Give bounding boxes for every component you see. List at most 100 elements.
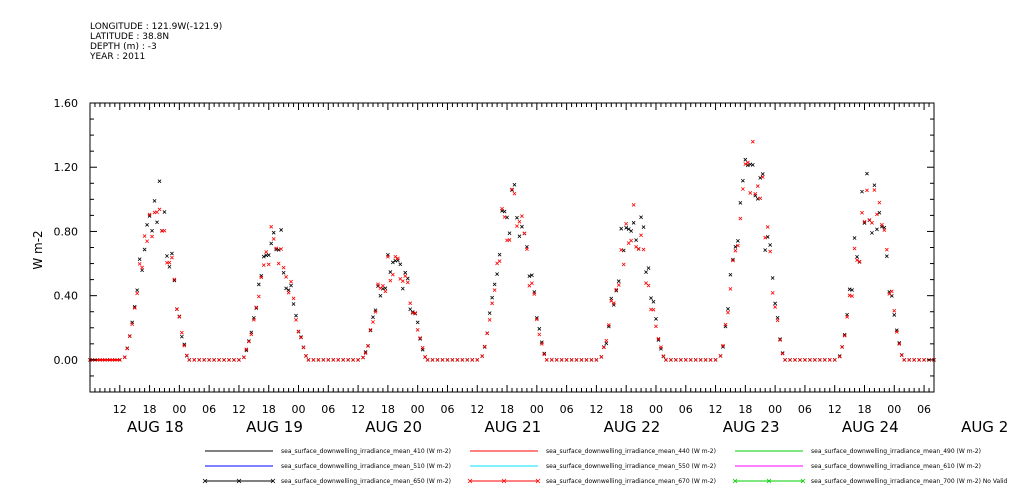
series-marker-8 bbox=[763, 235, 768, 240]
series-marker-7 bbox=[261, 254, 266, 259]
series-marker-7 bbox=[855, 254, 859, 259]
series-marker-8 bbox=[855, 258, 859, 263]
series-marker-8 bbox=[157, 207, 162, 212]
series-marker-8 bbox=[435, 358, 440, 362]
series-marker-7 bbox=[780, 351, 785, 355]
series-marker-7 bbox=[860, 189, 864, 194]
series-marker-8 bbox=[281, 265, 286, 270]
series-marker-7 bbox=[656, 338, 661, 342]
series-marker-8 bbox=[291, 296, 296, 301]
legend-entry-label: sea_surface_downwelling_irradiance_mean_… bbox=[546, 448, 716, 455]
series-marker-8 bbox=[170, 255, 174, 260]
series-marker-7 bbox=[289, 283, 293, 288]
series-marker-7 bbox=[495, 272, 499, 276]
x-hour-label: 12 bbox=[709, 403, 723, 416]
series-marker-8 bbox=[773, 305, 778, 309]
series-marker-7 bbox=[740, 178, 745, 183]
x-hour-label: 06 bbox=[679, 403, 693, 416]
series-marker-7 bbox=[279, 228, 284, 232]
series-marker-8 bbox=[862, 219, 867, 224]
series-marker-8 bbox=[284, 274, 288, 279]
series-marker-7 bbox=[651, 299, 656, 304]
series-marker-8 bbox=[865, 188, 869, 193]
series-marker-7 bbox=[646, 266, 651, 270]
legend-marker bbox=[236, 478, 242, 484]
series-marker-7 bbox=[743, 157, 748, 162]
series-marker-8 bbox=[726, 310, 730, 315]
series-marker-8 bbox=[629, 238, 634, 243]
x-hour-label: 00 bbox=[172, 403, 186, 416]
series-marker-8 bbox=[256, 294, 261, 299]
x-hour-label: 18 bbox=[262, 403, 276, 416]
x-hour-label: 12 bbox=[351, 403, 365, 416]
series-marker-8 bbox=[502, 215, 507, 219]
series-marker-8 bbox=[465, 358, 470, 362]
series-marker-8 bbox=[117, 358, 122, 362]
series-marker-8 bbox=[212, 358, 217, 362]
y-axis: 0.00 0.40 0.80 1.20 1.60 bbox=[54, 97, 934, 393]
series-marker-8 bbox=[775, 318, 780, 323]
series-marker-8 bbox=[430, 358, 435, 362]
series-marker-8 bbox=[708, 358, 713, 362]
series-marker-7 bbox=[512, 182, 517, 187]
series-marker-7 bbox=[299, 335, 303, 339]
series-marker-8 bbox=[271, 237, 276, 241]
series-marker-8 bbox=[135, 291, 140, 296]
series-marker-7 bbox=[765, 235, 770, 239]
series-marker-8 bbox=[713, 358, 718, 362]
series-marker-8 bbox=[641, 247, 646, 252]
longitude-label: LONGITUDE : 121.9W(-121.9) bbox=[90, 22, 223, 32]
series-marker-8 bbox=[371, 320, 375, 324]
x-date-label: AUG 21 bbox=[484, 418, 541, 436]
legend-entry-label: sea_surface_downwelling_irradiance_mean_… bbox=[811, 478, 1009, 485]
series-marker-7 bbox=[870, 230, 874, 235]
series-marker-7 bbox=[415, 320, 420, 325]
series-marker-8 bbox=[743, 162, 748, 167]
series-marker-8 bbox=[860, 210, 864, 215]
series-marker-7 bbox=[390, 260, 395, 265]
series-marker-7 bbox=[616, 279, 621, 284]
series-marker-8 bbox=[604, 338, 609, 343]
series-marker-7 bbox=[604, 341, 609, 346]
series-marker-8 bbox=[736, 243, 740, 248]
series-marker-7 bbox=[862, 221, 867, 225]
series-marker-7 bbox=[634, 238, 639, 242]
series-marker-8 bbox=[112, 358, 117, 362]
series-marker-8 bbox=[599, 355, 604, 359]
series-marker-8 bbox=[698, 358, 703, 362]
x-hour-label: 18 bbox=[381, 403, 395, 416]
series-marker-7 bbox=[487, 311, 492, 316]
series-marker-8 bbox=[390, 272, 395, 277]
series-marker-7 bbox=[837, 354, 842, 358]
series-marker-7 bbox=[418, 336, 423, 341]
series-marker-8 bbox=[661, 354, 666, 359]
series-marker-7 bbox=[721, 344, 725, 349]
series-marker-8 bbox=[207, 358, 212, 362]
series-marker-8 bbox=[616, 283, 621, 287]
series-marker-7 bbox=[145, 222, 149, 227]
legend-marker bbox=[732, 478, 738, 484]
series-marker-7 bbox=[152, 199, 157, 203]
series-marker-8 bbox=[892, 308, 897, 313]
series-marker-7 bbox=[256, 282, 261, 287]
series-marker-8 bbox=[882, 228, 887, 232]
series-marker-8 bbox=[857, 259, 862, 264]
series-marker-8 bbox=[559, 358, 564, 362]
series-marker-7 bbox=[758, 176, 763, 180]
series-marker-7 bbox=[254, 306, 259, 310]
series-marker-8 bbox=[413, 311, 418, 315]
series-marker-7 bbox=[132, 304, 137, 309]
series-group bbox=[88, 140, 936, 362]
series-marker-7 bbox=[515, 215, 519, 220]
series-marker-8 bbox=[753, 191, 758, 196]
x-hour-label: 18 bbox=[857, 403, 871, 416]
series-marker-8 bbox=[147, 212, 152, 217]
series-marker-8 bbox=[579, 358, 584, 362]
series-marker-8 bbox=[894, 329, 899, 334]
series-marker-8 bbox=[500, 206, 504, 211]
series-marker-7 bbox=[892, 313, 897, 317]
series-marker-8 bbox=[137, 262, 142, 266]
series-marker-8 bbox=[420, 345, 425, 350]
series-marker-7 bbox=[641, 225, 646, 229]
series-marker-8 bbox=[822, 358, 827, 362]
